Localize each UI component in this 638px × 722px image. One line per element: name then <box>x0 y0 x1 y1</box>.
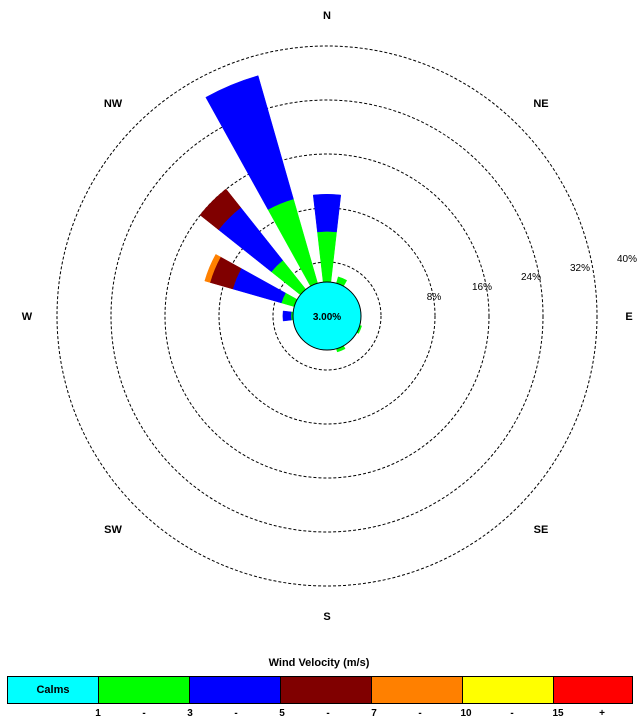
direction-label-nw: NW <box>104 98 123 110</box>
petal-292.5-bin-4 <box>204 254 221 283</box>
legend-tick-label: - <box>142 708 146 719</box>
legend-tick-label: 15 <box>552 708 564 719</box>
calms-circle <box>292 281 362 351</box>
velocity-legend: Calms <box>7 676 638 704</box>
legend-tick-label: - <box>418 708 422 719</box>
direction-label-se: SE <box>534 524 549 536</box>
wind-rose-chart: 3.00% 8% 16% 24% 32% 40% N NE E SE S SW … <box>22 10 637 623</box>
ring-32-percent <box>110 99 544 533</box>
ring-labels: 8% 16% 24% 32% 40% <box>427 254 637 303</box>
legend-swatch-3-5 <box>189 676 281 704</box>
petal-0-bin-1 <box>317 231 337 283</box>
legend-tick-label: 1 <box>95 708 101 719</box>
petal-315-bin-3 <box>199 188 242 231</box>
calms-disc: 3.00% <box>292 281 362 351</box>
ring-label-24: 24% <box>521 272 541 283</box>
legend-swatch-1-3 <box>98 676 190 704</box>
calms-percent-label: 3.00% <box>313 312 341 323</box>
legend-tick-label: - <box>326 708 330 719</box>
ring-8-percent <box>272 261 382 371</box>
percent-rings <box>56 45 598 587</box>
direction-labels: N NE E SE S SW W NW <box>22 10 633 623</box>
legend-swatch-10-15 <box>462 676 554 704</box>
ring-24-percent <box>164 153 490 479</box>
legend-tick-label: - <box>510 708 514 719</box>
legend-tick-label: + <box>599 708 605 719</box>
legend-tick-label: 3 <box>187 708 193 719</box>
petal-337.5-bin-2 <box>205 75 294 210</box>
petal-270-bin-2 <box>282 310 292 322</box>
ring-16-percent <box>218 207 436 425</box>
ring-label-32: 32% <box>570 263 590 274</box>
direction-label-ne: NE <box>533 98 548 110</box>
direction-label-s: S <box>323 611 330 623</box>
ring-40-percent <box>56 45 598 587</box>
legend-swatch-7-10 <box>371 676 463 704</box>
ring-label-16: 16% <box>472 282 492 293</box>
legend-tick-label: 5 <box>279 708 285 719</box>
direction-label-n: N <box>323 10 331 22</box>
wind-petals <box>199 75 362 353</box>
legend-swatch-15-plus <box>553 676 633 704</box>
direction-label-e: E <box>625 311 632 323</box>
direction-label-sw: SW <box>104 524 122 536</box>
direction-label-w: W <box>22 311 33 323</box>
legend-tick-label: 7 <box>371 708 377 719</box>
legend-swatch-5-7 <box>280 676 372 704</box>
legend-calms-swatch: Calms <box>7 676 99 704</box>
petal-0-bin-2 <box>312 194 342 233</box>
ring-label-8: 8% <box>427 292 442 303</box>
ring-label-40: 40% <box>617 254 637 265</box>
legend-title: Wind Velocity (m/s) <box>268 657 370 669</box>
legend-tick-label: 10 <box>460 708 472 719</box>
legend-tick-label: - <box>234 708 238 719</box>
